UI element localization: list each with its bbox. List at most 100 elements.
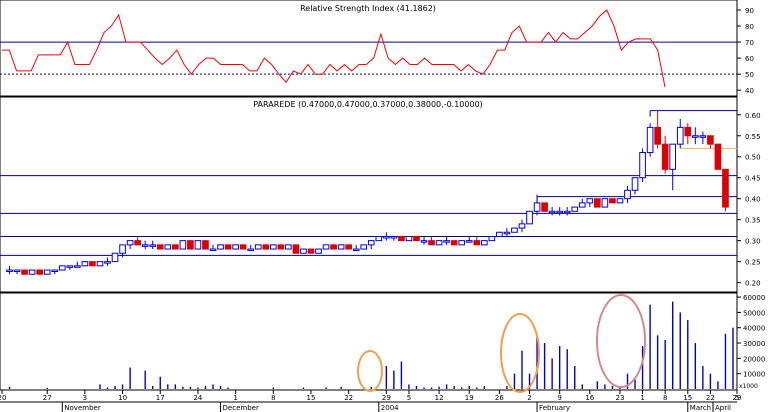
candlestick	[714, 143, 722, 170]
candlestick	[375, 235, 383, 242]
day-tick-label: 22	[344, 394, 353, 402]
candlestick	[390, 235, 398, 241]
day-tick-label: 29	[733, 394, 742, 402]
volume-panel: 10000 20000 30000 40000 50000 60000 x1000	[0, 292, 765, 393]
volume-tick-label: 60000	[743, 294, 765, 302]
candle-body	[488, 235, 496, 242]
candlestick	[269, 244, 277, 250]
candlestick	[511, 227, 518, 233]
candle-body	[383, 235, 390, 239]
day-tick-label: 27	[43, 394, 52, 402]
volume-tick-label: 50000	[743, 309, 765, 317]
candlestick	[722, 168, 729, 212]
price-tick-label: 0.50	[745, 154, 761, 162]
candle-body	[526, 210, 533, 225]
rsi-line	[2, 9, 666, 88]
candlestick	[533, 194, 541, 216]
candle-body	[269, 244, 277, 250]
candlestick	[496, 231, 503, 237]
candlestick	[292, 244, 300, 254]
price-y-axis: 0.20 0.25 0.30 0.35 0.40 0.45 0.50 0.55 0.60	[737, 112, 761, 288]
candle-body	[541, 202, 548, 212]
candle-body	[292, 244, 300, 254]
candlestick	[526, 210, 533, 225]
candlestick	[277, 244, 285, 250]
day-tick-label: 5	[735, 394, 739, 402]
candle-body	[496, 231, 503, 237]
candle-body	[13, 269, 21, 273]
candle-body	[337, 244, 345, 250]
candlestick	[247, 244, 255, 252]
candle-body	[654, 126, 661, 145]
day-tick-label: 12	[435, 394, 444, 402]
candlestick	[58, 265, 66, 271]
candle-body	[609, 198, 616, 204]
candlestick	[548, 207, 556, 216]
day-tick-label: 1	[233, 394, 237, 402]
candle-body	[601, 198, 609, 208]
candlestick	[707, 135, 714, 149]
candle-body	[28, 269, 36, 275]
candle-body	[36, 269, 44, 275]
candlestick	[631, 177, 639, 195]
candle-body	[428, 240, 435, 246]
rsi-tick-label: 70	[745, 39, 754, 47]
candle-body	[217, 244, 224, 250]
candle-body	[450, 240, 458, 246]
rsi-tick-label: 40	[745, 87, 754, 95]
candle-body	[646, 126, 654, 154]
candle-body	[89, 261, 96, 267]
candle-body	[202, 240, 209, 250]
price-tick-label: 0.30	[745, 238, 761, 246]
candlestick	[639, 148, 646, 182]
candlestick	[691, 127, 699, 145]
candlestick	[624, 186, 631, 203]
candlestick	[164, 244, 172, 250]
candlestick	[676, 118, 684, 149]
candlestick	[661, 135, 669, 174]
candle-body	[398, 235, 405, 242]
candle-body	[676, 126, 684, 145]
rsi-y-axis: 40 50 60 70 80 90	[737, 7, 754, 95]
candlestick	[646, 123, 654, 157]
candle-body	[179, 240, 187, 250]
candle-body	[247, 248, 255, 252]
candle-body	[707, 135, 714, 145]
candlestick	[337, 244, 345, 250]
price-tick-label: 0.55	[745, 133, 761, 141]
candlestick	[254, 244, 262, 250]
candle-body	[81, 261, 89, 267]
day-tick-label: 10	[118, 394, 127, 402]
candle-body	[164, 244, 172, 250]
candle-body	[533, 202, 541, 212]
day-tick-label: 22	[706, 394, 715, 402]
candlestick	[518, 219, 526, 233]
candle-body	[172, 244, 179, 250]
candlestick	[96, 261, 104, 267]
candlestick	[224, 244, 232, 250]
candle-body	[6, 269, 13, 273]
day-tick-label: 8	[271, 394, 275, 402]
candle-body	[390, 235, 398, 239]
volume-unit-label: x1000	[739, 383, 758, 390]
candlestick	[699, 131, 707, 145]
volume-tick-label: 40000	[743, 325, 765, 333]
candle-body	[285, 244, 292, 250]
price-tick-label: 0.20	[745, 280, 761, 288]
candlestick	[601, 198, 609, 208]
candle-body	[307, 248, 315, 254]
day-tick-label: 16	[585, 394, 594, 402]
candlestick	[563, 207, 571, 216]
candle-body	[254, 244, 262, 250]
candlestick	[480, 240, 488, 246]
candle-body	[639, 152, 646, 179]
candle-body	[420, 240, 428, 243]
candle-body	[360, 244, 368, 250]
candle-body	[624, 189, 631, 200]
candlestick	[503, 228, 511, 237]
candlestick	[89, 261, 96, 267]
candlestick	[669, 143, 677, 191]
rsi-tick-label: 90	[745, 7, 754, 15]
rsi-tick-label: 60	[745, 55, 754, 63]
day-tick-label: 1	[640, 394, 644, 402]
